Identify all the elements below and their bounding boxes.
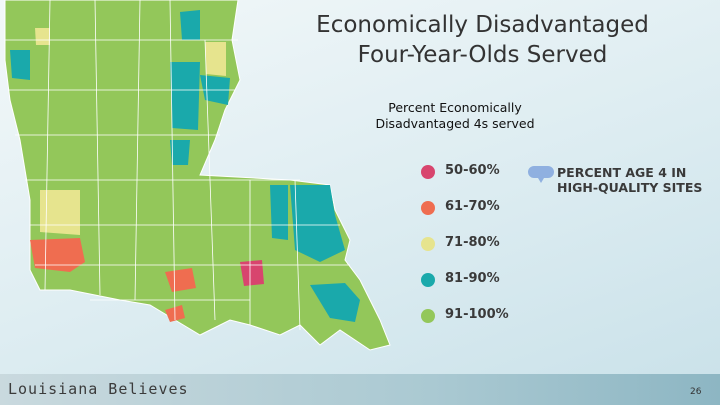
parish-borders <box>5 0 350 331</box>
marker-icon <box>528 166 554 183</box>
legend-label: 61-70% <box>445 199 500 214</box>
state-outline <box>4 0 391 351</box>
legend-swatch <box>421 165 435 179</box>
legend-label: 81-90% <box>445 271 500 286</box>
page-number: 26 <box>690 387 702 397</box>
legend-swatch <box>421 309 435 323</box>
legend-label: 50-60% <box>445 163 500 178</box>
parish-fills <box>10 10 360 322</box>
legend-label: 71-80% <box>445 235 500 250</box>
footer-text: Louisiana Believes <box>8 380 189 398</box>
legend-swatch <box>421 273 435 287</box>
title: Economically Disadvantaged Four-Year-Old… <box>316 12 649 68</box>
subtitle: Percent Economically Disadvantaged 4s se… <box>375 100 535 131</box>
marker-legend-label: PERCENT AGE 4 IN HIGH-QUALITY SITES <box>557 165 703 195</box>
legend-label: 91-100% <box>445 307 509 322</box>
footer-bar <box>0 374 720 405</box>
legend-swatch <box>421 201 435 215</box>
legend-swatch <box>421 237 435 251</box>
